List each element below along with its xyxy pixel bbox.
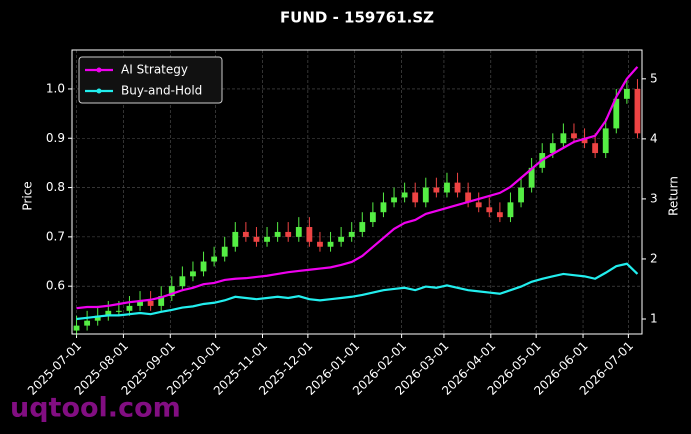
y2-tick-label: 4 bbox=[650, 131, 658, 145]
candle-body bbox=[369, 212, 376, 223]
candle-body bbox=[475, 202, 482, 208]
candle-body bbox=[518, 187, 524, 203]
candle-body bbox=[242, 231, 249, 237]
candle-body bbox=[634, 88, 641, 134]
candle-body bbox=[528, 167, 535, 188]
candle-body bbox=[253, 236, 260, 242]
candle-body bbox=[179, 276, 186, 287]
candle-body bbox=[454, 182, 461, 193]
candle-body bbox=[602, 128, 609, 154]
y2-tick-label: 1 bbox=[650, 311, 658, 325]
candle-body bbox=[147, 300, 154, 306]
candle-body bbox=[401, 192, 408, 198]
candle-body bbox=[115, 310, 122, 312]
candle-body bbox=[285, 231, 292, 237]
legend-marker bbox=[96, 67, 102, 73]
candle-body bbox=[549, 143, 556, 154]
candle-body bbox=[295, 227, 302, 237]
candle-body bbox=[200, 261, 207, 272]
candle-body bbox=[496, 212, 503, 218]
candle-body bbox=[338, 236, 345, 242]
candle-body bbox=[444, 182, 450, 193]
y-tick-label: 0.7 bbox=[46, 229, 65, 243]
legend-label: Buy-and-Hold bbox=[121, 84, 202, 98]
candle-body bbox=[94, 315, 101, 321]
candle-body bbox=[623, 88, 630, 99]
candle-body bbox=[380, 202, 387, 213]
candle-body bbox=[105, 310, 112, 316]
legend-marker bbox=[96, 88, 102, 94]
legend: AI Strategy Buy-and-Hold bbox=[78, 56, 223, 104]
candle-body bbox=[592, 143, 599, 154]
candle-body bbox=[359, 222, 366, 232]
candle-body bbox=[306, 227, 313, 242]
series-line bbox=[76, 66, 639, 310]
candle-body bbox=[433, 187, 440, 193]
y2-axis-label: Return bbox=[667, 176, 681, 216]
candle-body bbox=[232, 231, 239, 247]
candle-body bbox=[73, 325, 80, 331]
legend-label: AI Strategy bbox=[121, 63, 188, 77]
candle-body bbox=[190, 271, 196, 277]
candle-body bbox=[264, 236, 270, 242]
y2-tick-label: 5 bbox=[650, 71, 658, 85]
candle-body bbox=[581, 138, 588, 144]
y2-tick-label: 3 bbox=[650, 191, 658, 205]
candle-body bbox=[507, 202, 514, 218]
candle-body bbox=[422, 187, 429, 203]
candle-body bbox=[84, 320, 91, 326]
candle-body bbox=[137, 300, 143, 306]
candle-body bbox=[560, 133, 567, 144]
candle-body bbox=[158, 296, 165, 306]
candle-body bbox=[126, 305, 133, 311]
candle-body bbox=[486, 207, 493, 213]
candle-body bbox=[168, 286, 175, 297]
candle-body bbox=[221, 246, 228, 257]
candle-body bbox=[348, 231, 355, 237]
watermark: uqtool.com bbox=[10, 393, 181, 424]
candle-body bbox=[412, 192, 419, 203]
series-line bbox=[76, 262, 639, 321]
candle-body bbox=[571, 133, 577, 139]
y-tick-label: 0.8 bbox=[46, 180, 65, 194]
y-tick-label: 0.6 bbox=[46, 279, 65, 293]
candle-body bbox=[391, 197, 397, 203]
candle-body bbox=[327, 241, 334, 247]
y-tick-label: 1.0 bbox=[46, 81, 65, 95]
candle-body bbox=[211, 256, 218, 262]
y-tick-label: 0.9 bbox=[46, 131, 65, 145]
chart-title: FUND - 159761.SZ bbox=[280, 9, 434, 27]
candle-body bbox=[274, 231, 281, 237]
candle-body bbox=[613, 98, 620, 129]
candle-body bbox=[465, 192, 472, 203]
plot-frame bbox=[71, 49, 643, 335]
y-axis-label: Price bbox=[21, 181, 35, 210]
legend-box bbox=[78, 56, 223, 104]
y2-tick-label: 2 bbox=[650, 251, 658, 265]
candle-body bbox=[317, 241, 323, 247]
